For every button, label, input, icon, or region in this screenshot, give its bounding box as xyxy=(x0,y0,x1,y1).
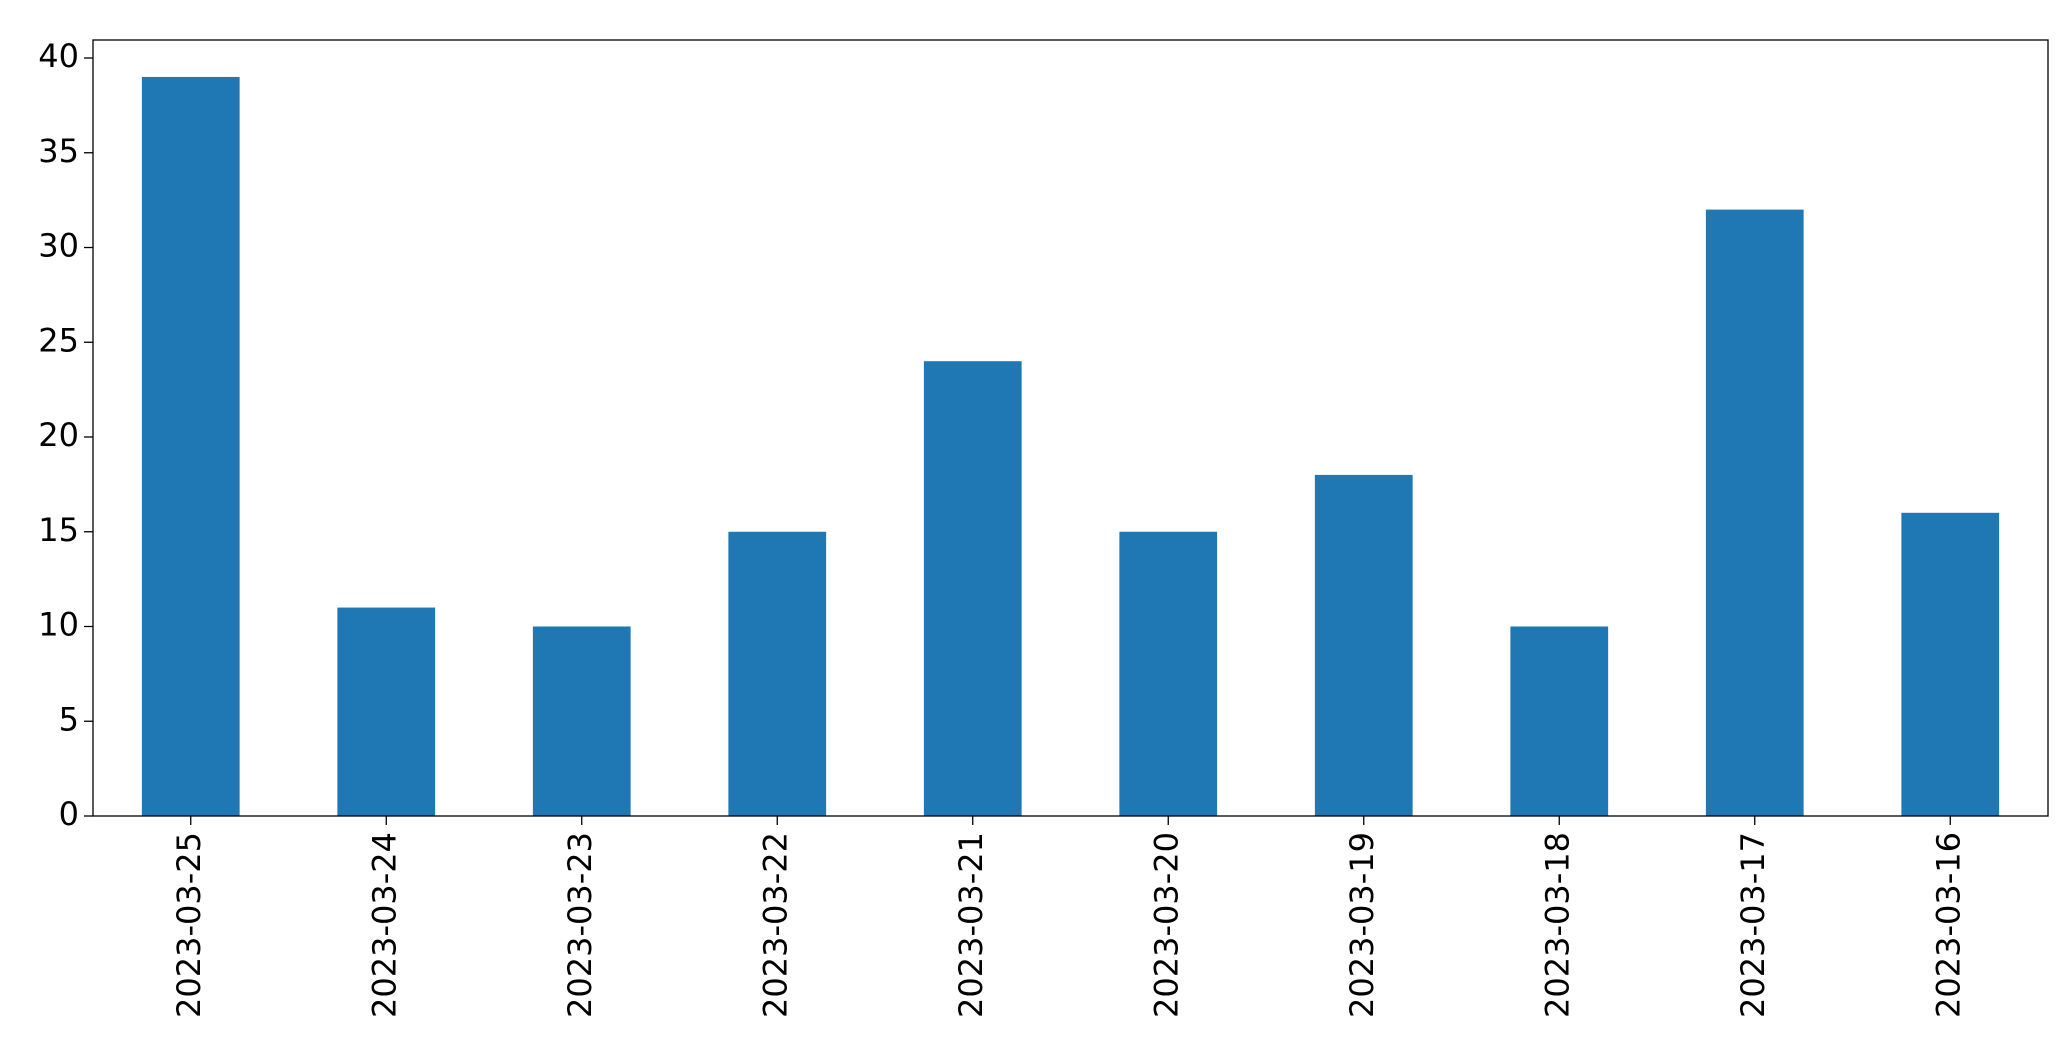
y-tick-label: 40 xyxy=(38,37,79,75)
x-tick-label: 2023-03-19 xyxy=(1343,832,1381,1018)
bar xyxy=(1901,512,2000,816)
x-tick-label: 2023-03-20 xyxy=(1147,832,1185,1018)
bar xyxy=(1119,531,1218,816)
x-tick-label: 2023-03-25 xyxy=(170,832,208,1018)
bar xyxy=(1510,626,1609,816)
bar xyxy=(141,76,240,816)
x-tick-label: 2023-03-16 xyxy=(1929,832,1967,1018)
y-tick-label: 35 xyxy=(38,132,79,170)
bar xyxy=(1314,474,1413,816)
y-tick-label: 30 xyxy=(38,227,79,265)
y-tick-label: 0 xyxy=(59,795,79,833)
bar xyxy=(923,361,1022,816)
bar xyxy=(1705,209,1804,817)
x-tick-label: 2023-03-22 xyxy=(756,832,794,1018)
bar xyxy=(728,531,827,816)
y-tick-label: 15 xyxy=(38,511,79,549)
plot-frame xyxy=(92,39,2049,817)
x-tick-label: 2023-03-17 xyxy=(1734,832,1772,1018)
x-tick-label: 2023-03-21 xyxy=(952,832,990,1018)
bar xyxy=(532,626,631,816)
bar xyxy=(337,607,436,816)
y-tick-label: 20 xyxy=(38,416,79,454)
x-tick-label: 2023-03-18 xyxy=(1538,832,1576,1018)
y-tick-label: 5 xyxy=(59,700,79,738)
y-tick-label: 25 xyxy=(38,321,79,359)
y-tick-label: 10 xyxy=(38,606,79,644)
x-tick-label: 2023-03-23 xyxy=(561,832,599,1018)
x-tick-label: 2023-03-24 xyxy=(365,832,403,1018)
